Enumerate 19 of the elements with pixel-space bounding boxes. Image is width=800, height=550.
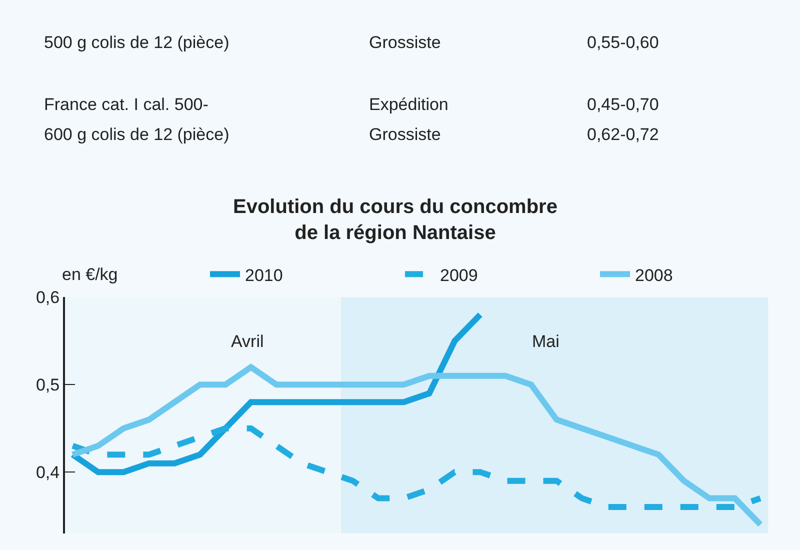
annotation: Mai bbox=[532, 332, 560, 351]
text: Grossiste bbox=[369, 33, 441, 52]
text: France cat. I cal. 500- bbox=[44, 95, 208, 114]
y-tick-label: 0,4 bbox=[36, 463, 60, 482]
text: 600 g colis de 12 (pièce) bbox=[44, 125, 230, 144]
y-tick-label: 0,5 bbox=[36, 376, 60, 395]
legend-label: 2010 bbox=[245, 266, 283, 285]
text: 0,55-0,60 bbox=[587, 33, 659, 52]
y-axis-title: en €/kg bbox=[62, 265, 118, 284]
text: 0,45-0,70 bbox=[587, 95, 659, 114]
text: Expédition bbox=[369, 95, 448, 114]
text: 0,62-0,72 bbox=[587, 125, 659, 144]
text: 500 g colis de 12 (pièce) bbox=[44, 33, 230, 52]
text: Grossiste bbox=[369, 125, 441, 144]
chart-title: Evolution du cours du concombre de la région Nantaise bbox=[233, 196, 558, 244]
y-tick-label: 0,6 bbox=[36, 288, 60, 308]
annotation: Avril bbox=[231, 332, 264, 351]
legend-label: 2008 bbox=[635, 266, 673, 285]
legend-label: 2009 bbox=[440, 266, 478, 285]
